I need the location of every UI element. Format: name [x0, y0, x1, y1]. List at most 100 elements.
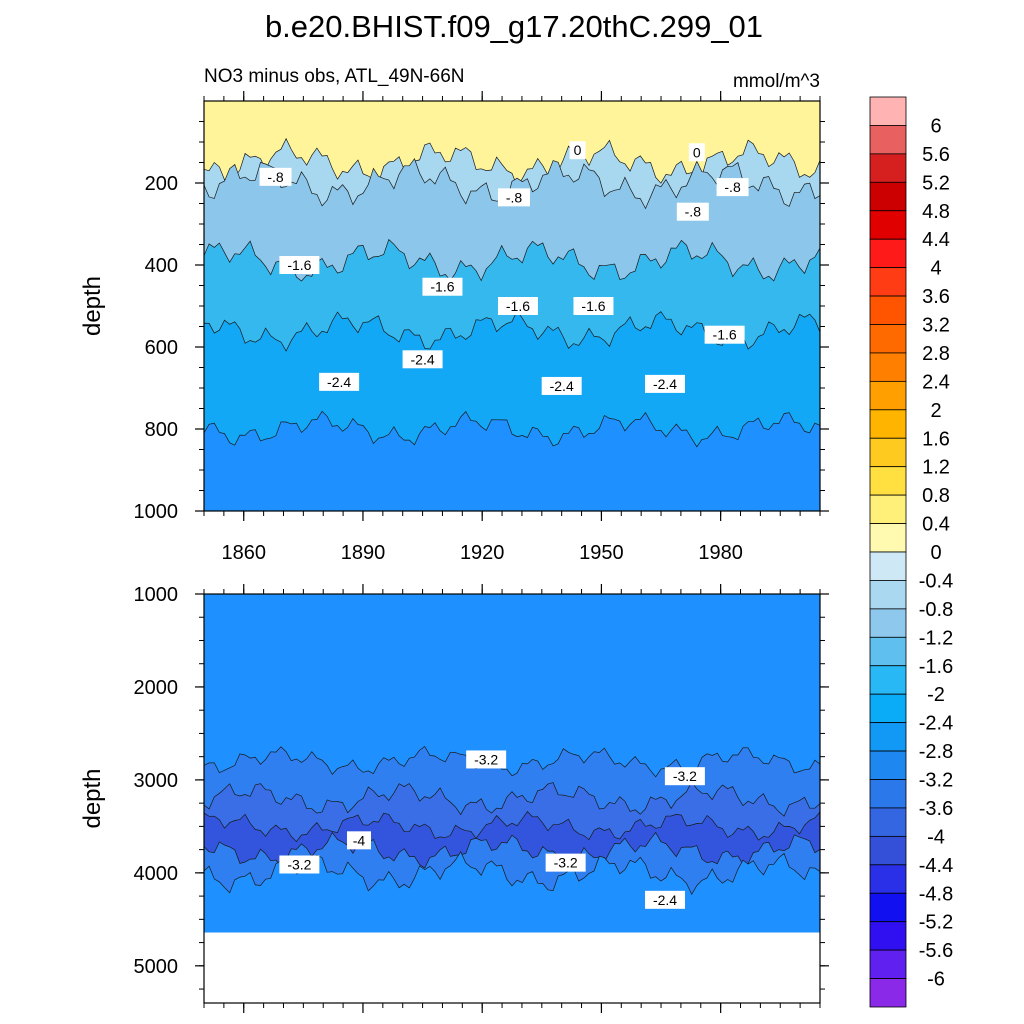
y-tick-label: 2000: [134, 677, 179, 699]
colorbar-swatch: [869, 636, 907, 667]
svg-text:-1.6: -1.6: [713, 327, 737, 343]
svg-text:-4: -4: [353, 832, 366, 848]
y-tick-label: 400: [145, 255, 178, 277]
svg-text:-.8: -.8: [506, 189, 523, 205]
y-tick-label: 800: [145, 419, 178, 441]
contour-label: -4: [346, 831, 371, 850]
colorbar-swatch: [869, 750, 907, 780]
colorbar-swatch: [869, 494, 907, 524]
contour-label: -.8: [676, 202, 709, 221]
x-tick-label: 1980: [698, 542, 743, 564]
colorbar-label: 1.6: [922, 428, 950, 450]
contour-label: -1.6: [497, 297, 538, 315]
contour-label: 0: [688, 143, 705, 162]
colorbar-swatch: [869, 921, 907, 951]
colorbar-label: -2.4: [919, 713, 953, 735]
colorbar-label: -0.4: [919, 570, 953, 592]
svg-text:-2.4: -2.4: [653, 376, 677, 392]
contour-band: [204, 410, 820, 511]
contour-label: -.8: [259, 167, 292, 186]
y-tick-label: 200: [145, 173, 178, 195]
colorbar-label: 0.8: [922, 485, 950, 507]
y-tick-label: 3000: [134, 770, 179, 792]
colorbar-swatch: [869, 380, 907, 411]
colorbar: 6 5.6 5.2 4.8 4.4 4 3.6 3.2 2.8 2.4 2 1.6 1.2 0.8 0.4 0…: [869, 96, 953, 1008]
colorbar-swatch: [869, 267, 907, 297]
colorbar-label: 2: [930, 400, 941, 422]
svg-text:-.8: -.8: [724, 179, 741, 195]
svg-text:-2.4: -2.4: [550, 378, 574, 394]
contour-label: -1.6: [704, 325, 745, 344]
colorbar-swatch: [869, 551, 907, 581]
colorbar-label: 2.8: [922, 343, 950, 365]
svg-text:-.8: -.8: [685, 204, 702, 220]
colorbar-swatch: [869, 125, 907, 155]
colorbar-swatch: [869, 324, 907, 354]
y-tick-label: 4000: [134, 863, 179, 885]
colorbar-label: -6: [927, 969, 945, 991]
colorbar-swatch: [869, 949, 907, 979]
contour-label: -1.6: [422, 277, 463, 296]
colorbar-swatch: [869, 523, 907, 553]
colorbar-label: 5.2: [922, 172, 950, 194]
colorbar-label: -3.2: [919, 770, 953, 792]
colorbar-swatch: [869, 693, 907, 724]
figure-title: b.e20.BHIST.f09_g17.20thC.299_01: [265, 9, 763, 44]
svg-text:-3.2: -3.2: [554, 855, 578, 871]
y-tick-label: 600: [145, 337, 178, 359]
colorbar-label: 1.2: [922, 457, 950, 479]
svg-text:-.8: -.8: [267, 169, 284, 185]
contour-label: -2.4: [645, 890, 686, 909]
y-tick-label: 5000: [134, 956, 179, 978]
svg-text:0: 0: [574, 142, 582, 158]
colorbar-label: -2.8: [919, 741, 953, 763]
x-tick-label: 1920: [460, 542, 505, 564]
x-tick-label: 1950: [579, 542, 624, 564]
upper-panel: -.8 -.8 0 0 -.8 -.8 -1.6 -1.6 -1.6 -1.6 -1.6 -2.4 -2…: [79, 91, 829, 564]
heatmap-field: [204, 594, 820, 933]
svg-text:-3.2: -3.2: [474, 751, 498, 767]
y-axis-label: depth: [79, 276, 106, 336]
svg-text:-2.4: -2.4: [327, 374, 351, 390]
colorbar-swatch: [869, 864, 907, 894]
colorbar-swatch: [869, 295, 907, 325]
colorbar-label: -4.8: [919, 883, 953, 905]
colorbar-label: -4: [927, 826, 945, 848]
y-axis-label: depth: [79, 768, 106, 828]
svg-text:0: 0: [693, 144, 701, 160]
contour-label: -.8: [716, 178, 749, 197]
contour-label: 0: [569, 141, 586, 160]
svg-text:-1.6: -1.6: [506, 298, 530, 314]
colorbar-label: 4.8: [922, 201, 950, 223]
svg-text:-2.4: -2.4: [653, 892, 677, 908]
colorbar-swatch: [869, 409, 907, 439]
contour-label: -2.4: [402, 350, 443, 369]
colorbar-label: 3.2: [922, 315, 950, 337]
colorbar-label: -1.6: [919, 656, 953, 678]
colorbar-swatch: [869, 210, 907, 240]
svg-text:-1.6: -1.6: [430, 279, 454, 295]
lower-panel: -3.2 -3.2 -4 -3.2 -3.2 -2.4 1000 2000 3000 4000 50…: [79, 584, 829, 1013]
svg-text:-1.6: -1.6: [581, 298, 605, 314]
colorbar-label: -0.8: [919, 599, 953, 621]
y-tick-label: 1000: [134, 501, 179, 523]
colorbar-swatch: [869, 181, 907, 212]
colorbar-label: 3.6: [922, 286, 950, 308]
contour-label: -2.4: [645, 374, 686, 393]
contour-label: -3.2: [545, 853, 586, 872]
y-tick-label: 1000: [134, 584, 179, 606]
colorbar-swatch: [869, 892, 907, 923]
colorbar-swatch: [869, 437, 907, 468]
contour-label: -2.4: [541, 376, 582, 395]
colorbar-label: 0.4: [922, 514, 950, 536]
heatmap-field: [204, 101, 820, 511]
upper-subtitle-left: NO3 minus obs, ATL_49N-66N: [204, 66, 465, 87]
colorbar-label: 5.6: [922, 144, 950, 166]
contour-label: -3.2: [664, 767, 705, 786]
colorbar-swatch: [869, 978, 907, 1008]
colorbar-swatch: [869, 608, 907, 638]
contour-label: -3.2: [466, 750, 507, 769]
colorbar-swatch: [869, 466, 907, 496]
colorbar-swatch: [869, 238, 907, 269]
